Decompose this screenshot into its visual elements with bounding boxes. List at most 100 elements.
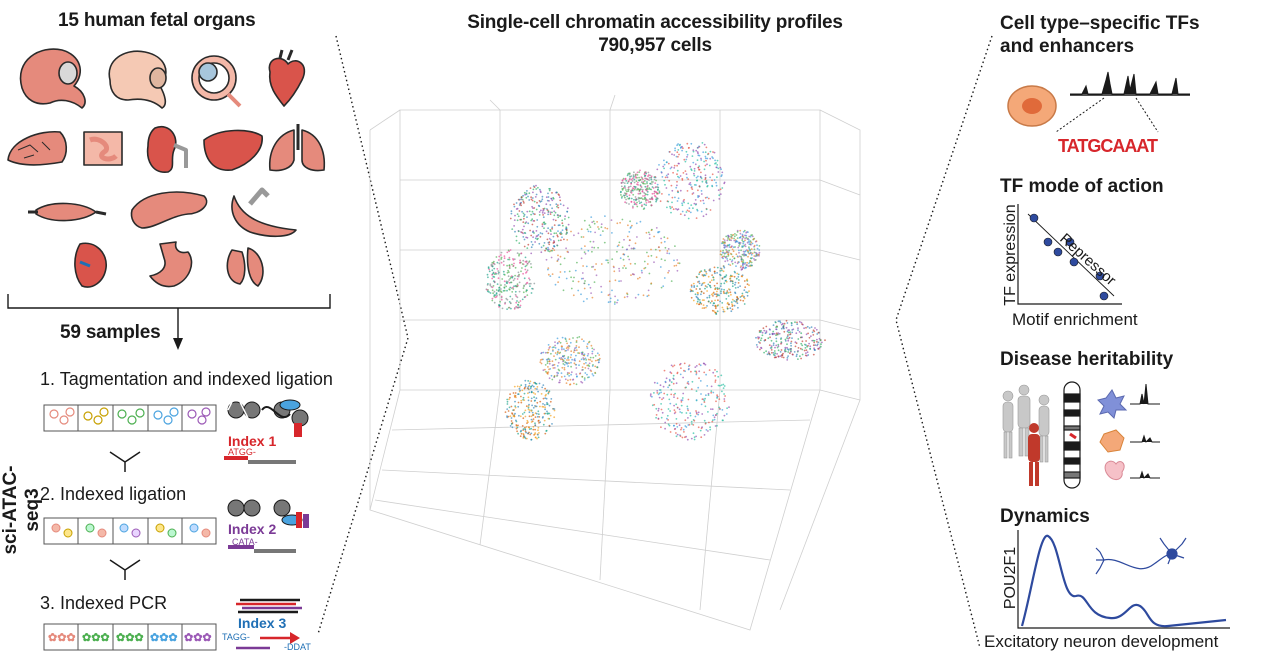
umap-point <box>600 223 603 226</box>
umap-point <box>673 259 675 262</box>
umap-point <box>528 426 530 429</box>
umap-point <box>509 425 512 427</box>
umap-point <box>727 236 729 239</box>
umap-point <box>520 432 523 435</box>
umap-point <box>508 256 511 259</box>
umap-point <box>537 433 539 436</box>
umap-point <box>677 262 679 264</box>
umap-point <box>538 211 541 213</box>
umap-point <box>589 356 592 359</box>
umap-point <box>664 176 667 179</box>
umap-point <box>532 191 534 194</box>
svg-text:✿✿✿: ✿✿✿ <box>116 632 144 644</box>
umap-point <box>540 246 543 249</box>
kidney-icon <box>146 125 188 173</box>
umap-point <box>729 307 732 310</box>
umap-point <box>515 295 518 298</box>
umap-point <box>583 251 586 254</box>
umap-point <box>535 230 538 232</box>
umap-point <box>670 211 672 214</box>
umap-point <box>651 197 654 200</box>
umap-point <box>737 276 740 278</box>
umap-point <box>551 207 553 210</box>
umap-point <box>563 271 566 273</box>
umap-point <box>790 350 792 352</box>
umap-point <box>506 271 509 274</box>
umap-point <box>699 364 702 367</box>
umap-point <box>705 182 708 185</box>
umap-point <box>625 193 628 195</box>
umap-point <box>716 282 718 285</box>
umap-point <box>700 210 703 213</box>
umap-point <box>684 425 687 427</box>
umap-point <box>487 276 489 279</box>
umap-point <box>531 218 534 221</box>
umap-point <box>718 194 721 197</box>
umap-point <box>526 294 529 296</box>
umap-point <box>657 231 659 234</box>
umap-point <box>673 154 676 156</box>
umap-point <box>567 347 570 349</box>
umap-point <box>637 184 639 186</box>
umap-point <box>692 299 695 302</box>
umap-point <box>529 409 531 411</box>
umap-point <box>700 270 703 272</box>
umap-point <box>736 255 739 258</box>
umap-point <box>587 367 590 370</box>
umap-point <box>712 391 715 394</box>
umap-point <box>540 251 543 254</box>
umap-point <box>522 221 525 224</box>
umap-point <box>705 373 707 376</box>
umap-point <box>646 263 649 265</box>
umap-point <box>666 206 668 209</box>
umap-point <box>692 192 695 194</box>
umap-point <box>689 414 692 417</box>
umap-point <box>547 417 550 420</box>
umap-point <box>790 344 792 347</box>
organ-icons <box>7 48 331 350</box>
umap-point <box>729 252 732 255</box>
umap-point <box>539 235 542 238</box>
umap-point <box>507 269 509 272</box>
umap-point <box>625 202 628 204</box>
umap-point <box>506 403 509 405</box>
umap-point <box>728 249 730 252</box>
umap-point <box>721 251 724 254</box>
umap-point <box>540 362 543 365</box>
umap-point <box>749 257 752 259</box>
umap-point <box>626 248 628 251</box>
umap-point <box>548 404 551 407</box>
umap-point <box>531 404 533 407</box>
umap-point <box>534 405 536 407</box>
umap-point <box>543 227 545 230</box>
umap-point <box>721 419 724 422</box>
umap-point <box>622 258 625 261</box>
umap-point <box>527 388 530 390</box>
umap-point <box>560 372 563 374</box>
umap-point <box>761 334 764 337</box>
umap-point <box>580 228 583 231</box>
umap-point <box>630 178 633 181</box>
umap-point <box>596 366 598 369</box>
umap-point <box>786 335 789 338</box>
umap-point <box>764 339 767 341</box>
umap-point <box>569 356 572 359</box>
umap-point <box>717 375 720 378</box>
umap-point <box>525 193 528 196</box>
umap-point <box>537 436 540 439</box>
umap-point <box>731 248 734 251</box>
umap-point <box>657 417 660 420</box>
umap-point <box>674 245 676 248</box>
umap-point <box>546 209 549 211</box>
pou2f1-trajectory <box>1020 534 1227 628</box>
umap-point <box>676 269 679 272</box>
umap-point <box>535 397 538 400</box>
umap-point <box>698 280 700 283</box>
umap-point <box>607 301 610 304</box>
umap-point <box>723 414 726 417</box>
umap-point <box>592 374 595 377</box>
umap-point <box>738 251 740 254</box>
umap-point <box>801 336 803 339</box>
umap-point <box>766 353 769 356</box>
umap-point <box>517 271 520 274</box>
